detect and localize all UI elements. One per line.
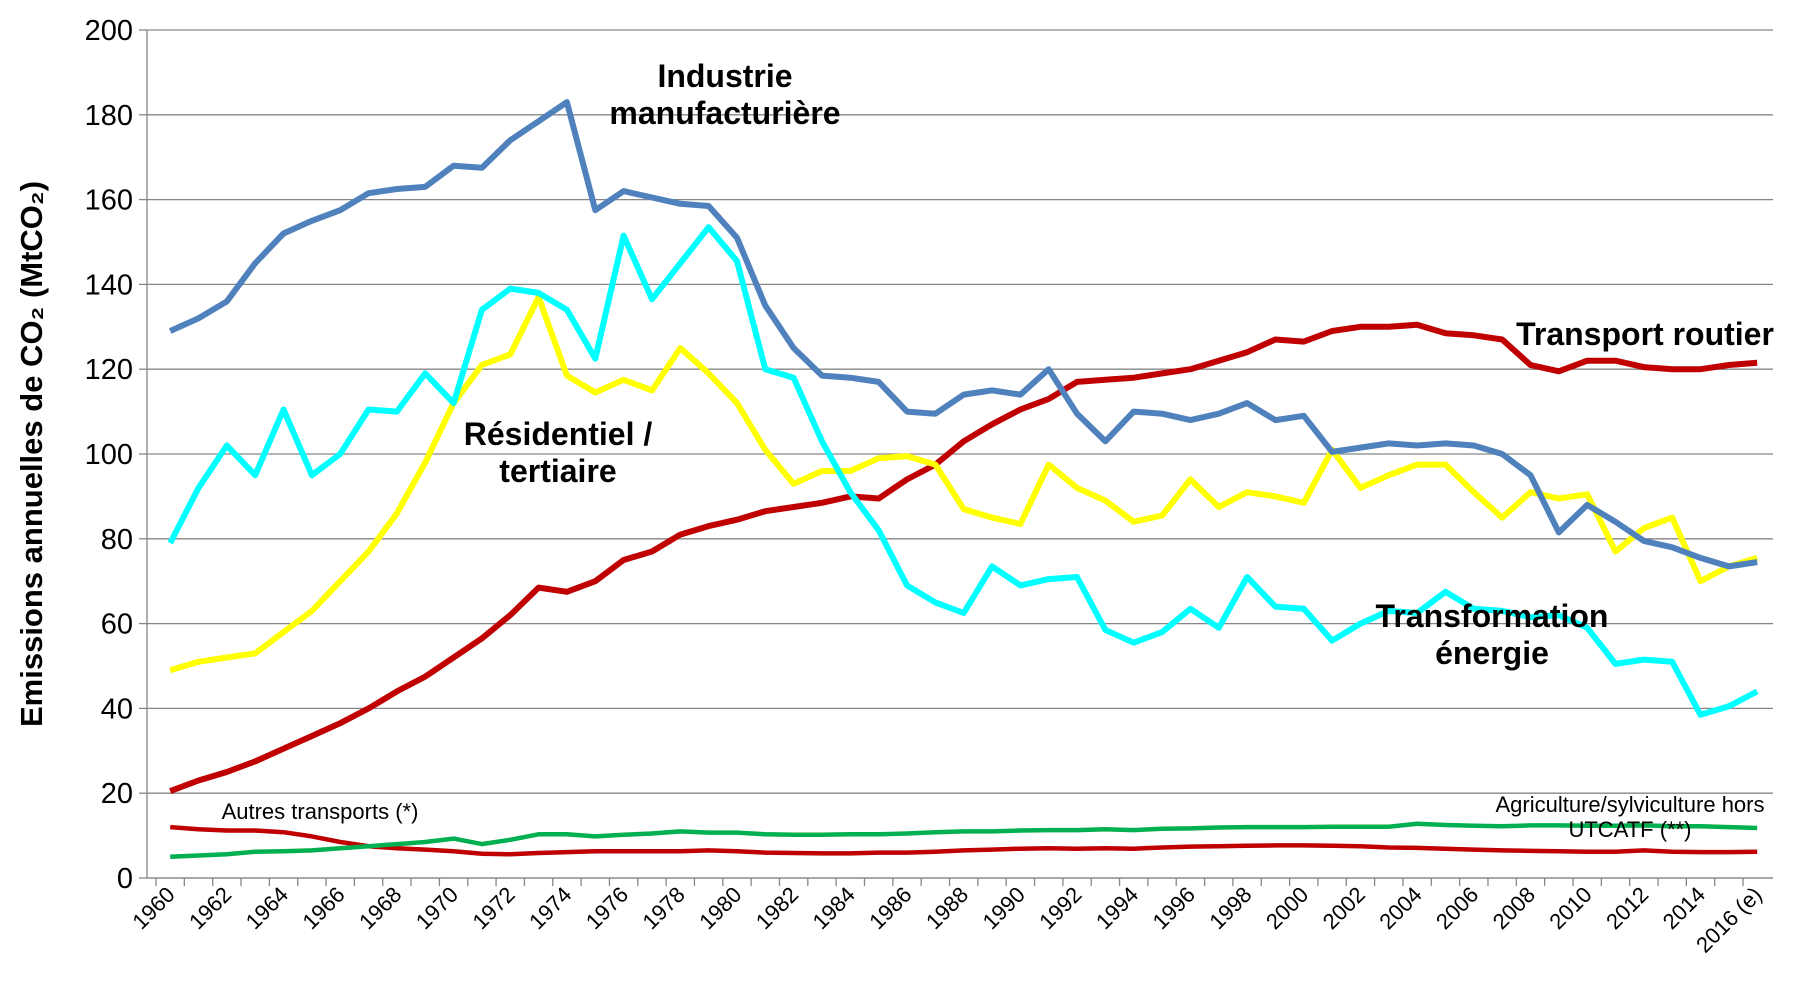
x-tick-label: 2002: [1318, 882, 1370, 934]
x-tick-label: 1986: [864, 882, 916, 934]
x-tick-label: 1982: [751, 882, 803, 934]
y-tick-label: 80: [101, 524, 133, 556]
x-tick-label: 1972: [467, 882, 519, 934]
series-label: Résidentiel / tertiaire: [463, 416, 653, 489]
series-line: [170, 821, 1758, 860]
series-line: [169, 294, 1759, 674]
series-label: Transformation énergie: [1375, 598, 1609, 671]
x-tick-label: 2006: [1431, 882, 1483, 934]
x-tick-label: 1966: [297, 882, 349, 934]
y-tick-label: 20: [101, 778, 133, 810]
series-label: Agriculture/sylviculture hors UTCATF (**…: [1495, 792, 1765, 843]
y-tick-label: 60: [101, 609, 133, 641]
y-tick-label: 120: [85, 354, 133, 386]
x-tick-label: 2004: [1374, 882, 1426, 934]
y-tick-label: 160: [85, 185, 133, 217]
x-tick-label: 1968: [354, 882, 406, 934]
x-tick-label: 1962: [184, 882, 236, 934]
x-tick-label: 1976: [581, 882, 633, 934]
x-tick-label: 1990: [978, 882, 1030, 934]
y-tick-label: 100: [85, 439, 133, 471]
y-tick-label: 200: [85, 15, 133, 47]
series-label: Industrie manufacturière: [609, 58, 841, 131]
x-tick-label: 2010: [1544, 882, 1596, 934]
x-tick-label: 1994: [1091, 882, 1143, 934]
series-label: Autres transports (*): [221, 799, 419, 824]
x-tick-label: 1980: [694, 882, 746, 934]
x-tick-label: 1998: [1204, 882, 1256, 934]
x-tick-label: 2008: [1488, 882, 1540, 934]
series-line: [170, 824, 1758, 857]
y-tick-label: 140: [85, 269, 133, 301]
x-tick-label: 1960: [127, 882, 179, 934]
x-tick-label: 1970: [411, 882, 463, 934]
y-tick-label: 0: [117, 863, 133, 895]
x-tick-label: 2000: [1261, 882, 1313, 934]
y-tick-label: 180: [85, 100, 133, 132]
x-tick-label: 1996: [1148, 882, 1200, 934]
x-tick-label: 1992: [1034, 882, 1086, 934]
series-line: [169, 321, 1758, 794]
y-axis-label: Emissions annuelles de CO₂ (MtCO₂): [14, 181, 49, 727]
x-tick-label: 2014: [1658, 882, 1710, 934]
series-line: [167, 224, 1759, 718]
x-tick-label: 1988: [921, 882, 973, 934]
x-tick-label: 1984: [808, 882, 860, 934]
x-tick-label: 2012: [1601, 882, 1653, 934]
y-tick-label: 40: [101, 693, 133, 725]
x-tick-label: 1974: [524, 882, 576, 934]
series-label: Transport routier: [1516, 316, 1774, 352]
x-tick-label: 1964: [241, 882, 293, 934]
x-tick-label: 1978: [638, 882, 690, 934]
series-line: [168, 99, 1758, 570]
